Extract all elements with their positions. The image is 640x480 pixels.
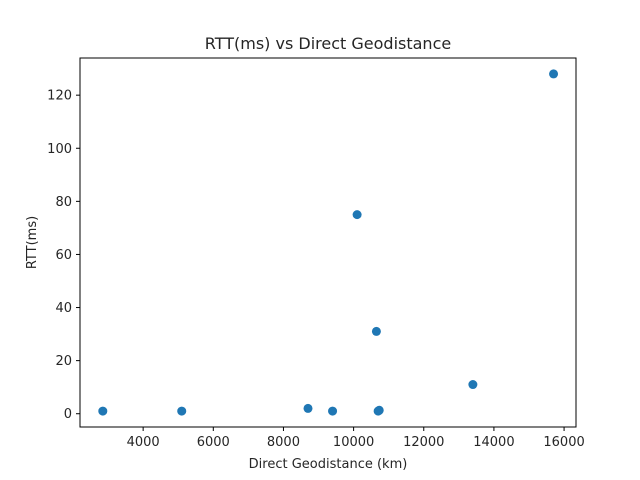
y-tick-label: 20 [55,354,72,369]
data-point [468,380,478,390]
x-tick-label: 6000 [197,435,230,450]
chart-title: RTT(ms) vs Direct Geodistance [205,34,451,53]
data-point [177,406,187,416]
y-tick-label: 120 [47,89,72,104]
x-tick-label: 4000 [127,435,160,450]
plot-area: 4000 6000 8000 10000 12000 14000 16000 0 20 40 60… [47,57,585,450]
data-point [98,406,108,416]
y-tick-label: 60 [55,248,72,263]
x-tick-label: 10000 [333,435,374,450]
data-point [328,406,338,416]
x-tick-label: 16000 [543,435,584,450]
data-point [352,210,362,220]
axes-frame [79,57,577,428]
x-tick-label: 12000 [403,435,444,450]
data-point [371,326,381,336]
y-tick-label: 0 [64,407,72,422]
x-axis-ticks: 4000 6000 8000 10000 12000 14000 16000 [127,427,585,450]
data-points [98,69,559,416]
data-point [549,69,559,79]
data-point [374,405,384,415]
y-tick-label: 80 [55,195,72,210]
x-axis-label: Direct Geodistance (km) [249,457,408,472]
x-tick-label: 14000 [473,435,514,450]
y-axis-ticks: 0 20 40 60 80 100 120 [47,89,80,422]
y-tick-label: 100 [47,142,72,157]
data-point [303,403,313,413]
y-tick-label: 40 [55,301,72,316]
y-axis-label: RTT(ms) [25,216,40,269]
x-tick-label: 8000 [267,435,300,450]
